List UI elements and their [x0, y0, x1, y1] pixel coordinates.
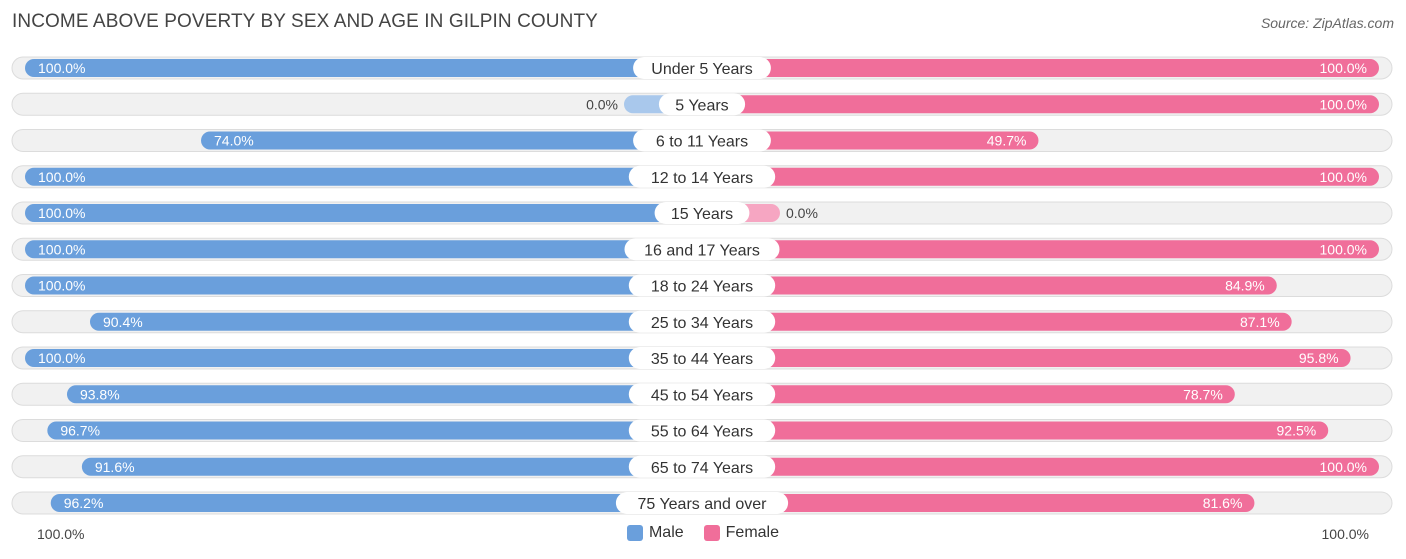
male-bar-under-5-years	[25, 59, 711, 77]
female-value-label: 95.8%	[1299, 350, 1339, 366]
female-value-label: 87.1%	[1240, 314, 1280, 330]
female-bar-18-to-24-years	[693, 276, 1277, 295]
category-pill-75-years-and-over	[615, 492, 789, 514]
female-value-label: 0.0%	[786, 205, 818, 221]
legend-label-male: Male	[648, 524, 684, 541]
category-label: 65 to 74 Years	[651, 460, 753, 477]
male-bar-45-to-54-years	[66, 385, 711, 404]
male-value-label: 0.0%	[586, 96, 618, 112]
female-value-label: 100.0%	[1320, 241, 1367, 257]
female-bar-12-to-14-years	[693, 167, 1379, 186]
category-pill-35-to-44-years	[628, 347, 776, 369]
category-pill-65-to-74-years	[628, 455, 776, 478]
category-pill-under-5-years	[633, 57, 771, 79]
female-bar-6-to-11-years	[693, 131, 1039, 150]
male-bar-65-to-74-years	[81, 457, 712, 476]
female-value-label: 92.5%	[1277, 423, 1317, 439]
female-value-label: 100.0%	[1320, 459, 1367, 475]
female-bar-35-to-44-years	[693, 349, 1351, 367]
male-bar-18-to-24-years	[25, 276, 711, 295]
category-label: 12 to 14 Years	[651, 170, 753, 187]
category-label: 6 to 11 Years	[656, 134, 748, 151]
male-value-label: 96.7%	[60, 423, 100, 439]
axis-right-max-label: 100.0%	[1321, 526, 1369, 542]
legend-swatch-female	[703, 525, 720, 541]
category-pill-16-and-17-years	[624, 238, 780, 261]
female-value-label: 49.7%	[987, 133, 1027, 149]
male-bar-25-to-34-years	[89, 312, 711, 331]
male-value-label: 90.4%	[103, 314, 143, 330]
legend-swatch-male	[626, 525, 643, 541]
female-bar-75-years-and-over	[693, 494, 1255, 512]
male-bar-55-to-64-years	[47, 421, 711, 440]
female-value-label: 100.0%	[1320, 169, 1367, 185]
diverging-bar-chart: 100.0% 100.0% Under 5 Years 0.0% 100.0% 5 Yea…	[11, 56, 1393, 515]
male-bar-6-to-11-years	[201, 131, 711, 150]
category-label: 15 Years	[671, 206, 733, 223]
female-value-label: 100.0%	[1320, 60, 1367, 76]
male-value-label: 91.6%	[95, 459, 135, 475]
category-pill-12-to-14-years	[628, 165, 776, 188]
female-value-label: 84.9%	[1225, 278, 1265, 294]
male-bar-35-to-44-years	[25, 349, 711, 367]
category-pill-18-to-24-years	[628, 274, 776, 297]
category-pill-45-to-54-years	[628, 383, 776, 406]
female-value-label: 100.0%	[1320, 96, 1367, 112]
male-bar-75-years-and-over	[50, 494, 711, 512]
female-value-label: 78.7%	[1183, 386, 1223, 402]
male-value-label: 93.8%	[80, 386, 120, 402]
source-credit: Source: ZipAtlas.com	[1260, 15, 1394, 31]
male-value-label: 100.0%	[38, 169, 85, 185]
category-label: 45 to 54 Years	[651, 387, 753, 404]
female-bar-45-to-54-years	[693, 385, 1235, 404]
legend-item-male[interactable]: Male	[626, 524, 684, 542]
category-pill-15-years	[654, 202, 750, 224]
male-value-label: 100.0%	[38, 241, 85, 257]
category-label: Under 5 Years	[651, 61, 752, 78]
female-bar-55-to-64-years	[693, 421, 1329, 440]
category-pill-6-to-11-years	[633, 129, 771, 152]
legend: Male Female	[0, 524, 1406, 542]
male-value-label: 100.0%	[38, 278, 85, 294]
male-value-label: 100.0%	[38, 205, 85, 221]
male-bar-15-years	[25, 204, 711, 222]
legend-label-female: Female	[725, 524, 780, 541]
category-label: 5 Years	[675, 97, 728, 114]
female-bar-65-to-74-years	[693, 457, 1379, 476]
male-value-label: 96.2%	[64, 495, 104, 511]
legend-item-female[interactable]: Female	[703, 524, 780, 542]
male-value-label: 74.0%	[214, 133, 254, 149]
male-bar-16-and-17-years	[25, 240, 711, 259]
female-bar-16-and-17-years	[693, 240, 1379, 259]
category-pill-5-years	[658, 93, 746, 116]
category-label: 16 and 17 Years	[644, 242, 760, 259]
category-label: 75 Years and over	[638, 496, 768, 513]
category-label: 55 to 64 Years	[651, 424, 753, 441]
category-pill-25-to-34-years	[628, 310, 776, 333]
male-value-label: 100.0%	[38, 350, 85, 366]
axis-left-max-label: 100.0%	[37, 526, 85, 542]
female-bar-25-to-34-years	[693, 312, 1292, 331]
female-bar-under-5-years	[693, 59, 1379, 77]
female-bar-5-years	[693, 95, 1379, 114]
female-value-label: 81.6%	[1203, 495, 1243, 511]
chart-title: INCOME ABOVE POVERTY BY SEX AND AGE IN G…	[12, 11, 598, 32]
category-label: 18 to 24 Years	[651, 279, 753, 296]
male-value-label: 100.0%	[38, 60, 85, 76]
category-label: 25 to 34 Years	[651, 315, 753, 332]
category-label: 35 to 44 Years	[651, 351, 753, 368]
category-pill-55-to-64-years	[628, 419, 776, 442]
male-bar-12-to-14-years	[25, 167, 711, 186]
